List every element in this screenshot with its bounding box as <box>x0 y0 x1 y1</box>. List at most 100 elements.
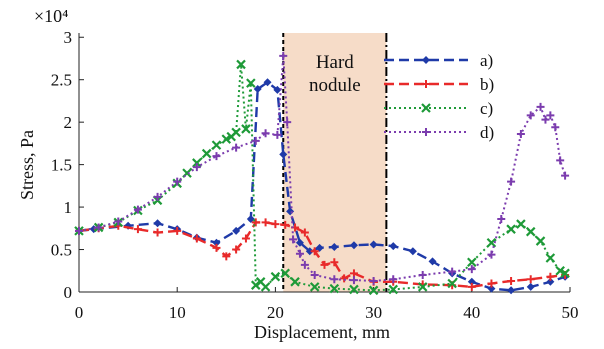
legend-label: d) <box>480 123 494 142</box>
data-point <box>75 226 83 235</box>
data-point <box>526 275 535 284</box>
data-point <box>422 80 430 88</box>
data-point <box>422 128 430 136</box>
series-line <box>78 80 566 292</box>
data-point <box>408 247 417 256</box>
data-point <box>349 284 359 295</box>
x-tick-label: 50 <box>562 303 579 322</box>
series-4 <box>75 51 570 285</box>
data-point <box>173 177 182 186</box>
data-point <box>289 235 298 244</box>
data-point <box>545 253 556 263</box>
data-point <box>246 214 255 223</box>
data-point <box>231 127 241 138</box>
region-label-line: Hard <box>316 52 354 73</box>
data-point <box>280 268 290 279</box>
data-point <box>290 277 300 287</box>
data-point <box>516 219 526 229</box>
x-tick-label: 40 <box>463 303 480 322</box>
data-point <box>232 226 241 235</box>
data-point <box>551 123 560 132</box>
data-point <box>486 237 497 248</box>
data-point <box>388 284 399 295</box>
legend-label: a) <box>480 51 493 70</box>
data-point <box>192 163 201 172</box>
data-point <box>201 148 212 159</box>
data-point <box>253 85 262 94</box>
data-point <box>349 241 358 250</box>
data-point <box>246 78 256 88</box>
data-point <box>369 276 378 285</box>
x-tick-label: 0 <box>75 303 84 322</box>
data-point <box>221 134 232 144</box>
data-point <box>487 284 496 293</box>
y-multiplier: ×10⁴ <box>34 6 68 26</box>
data-point <box>525 226 536 237</box>
data-point <box>232 143 241 152</box>
data-point <box>349 276 358 285</box>
data-point <box>273 130 282 139</box>
data-point <box>555 265 565 276</box>
x-tick-label: 10 <box>169 303 186 322</box>
legend: a) b) c) d) <box>384 51 494 142</box>
x-axis-title: Displacement, mm <box>254 322 390 342</box>
y-tick-label: 1 <box>64 198 73 217</box>
data-point <box>211 140 222 150</box>
data-point <box>320 260 329 269</box>
data-point <box>507 177 516 186</box>
data-point <box>271 220 280 229</box>
data-point <box>467 282 476 291</box>
y-tick-label: 1.5 <box>51 156 72 175</box>
data-point <box>212 243 221 252</box>
data-point <box>349 269 358 278</box>
data-point <box>368 285 379 296</box>
data-point <box>330 258 339 267</box>
data-point <box>212 152 221 161</box>
data-point <box>535 236 546 246</box>
data-point <box>507 276 516 285</box>
data-point <box>300 260 309 269</box>
data-point <box>526 111 535 120</box>
data-point <box>261 129 270 138</box>
data-point <box>310 271 319 280</box>
data-point <box>212 238 221 247</box>
data-point <box>536 102 545 111</box>
data-point <box>133 225 142 234</box>
data-point <box>369 240 378 249</box>
data-point <box>173 226 182 235</box>
y-axis-title: Stress, Pa <box>17 130 37 200</box>
data-point <box>448 267 457 276</box>
region-label-line: nodule <box>309 75 361 96</box>
data-point <box>447 278 457 289</box>
legend-item: c) <box>384 99 493 118</box>
ticks: 0 10 20 30 40 50 0 0.5 1 1.5 2 2.5 3 <box>51 28 579 322</box>
data-point <box>487 279 496 288</box>
data-point <box>286 207 295 216</box>
data-point <box>281 220 290 229</box>
data-point <box>467 277 476 286</box>
data-point <box>241 124 251 134</box>
axes <box>78 33 570 293</box>
data-point <box>329 283 340 294</box>
data-point <box>422 56 430 64</box>
data-point <box>541 115 550 124</box>
data-point <box>241 234 250 243</box>
y-tick-label: 2 <box>64 113 73 132</box>
data-point <box>251 136 260 145</box>
data-point <box>506 224 516 234</box>
data-point <box>418 271 427 280</box>
data-point <box>236 59 246 70</box>
data-point <box>315 243 324 252</box>
data-point <box>389 242 398 251</box>
data-point <box>270 271 281 282</box>
data-point <box>153 228 162 237</box>
data-point <box>340 274 349 283</box>
data-point <box>526 282 535 291</box>
data-point <box>561 171 570 180</box>
data-point <box>153 192 162 201</box>
data-point <box>516 130 525 139</box>
data-point <box>546 272 555 281</box>
data-point <box>263 78 272 87</box>
data-point <box>546 111 555 120</box>
series <box>74 51 570 296</box>
